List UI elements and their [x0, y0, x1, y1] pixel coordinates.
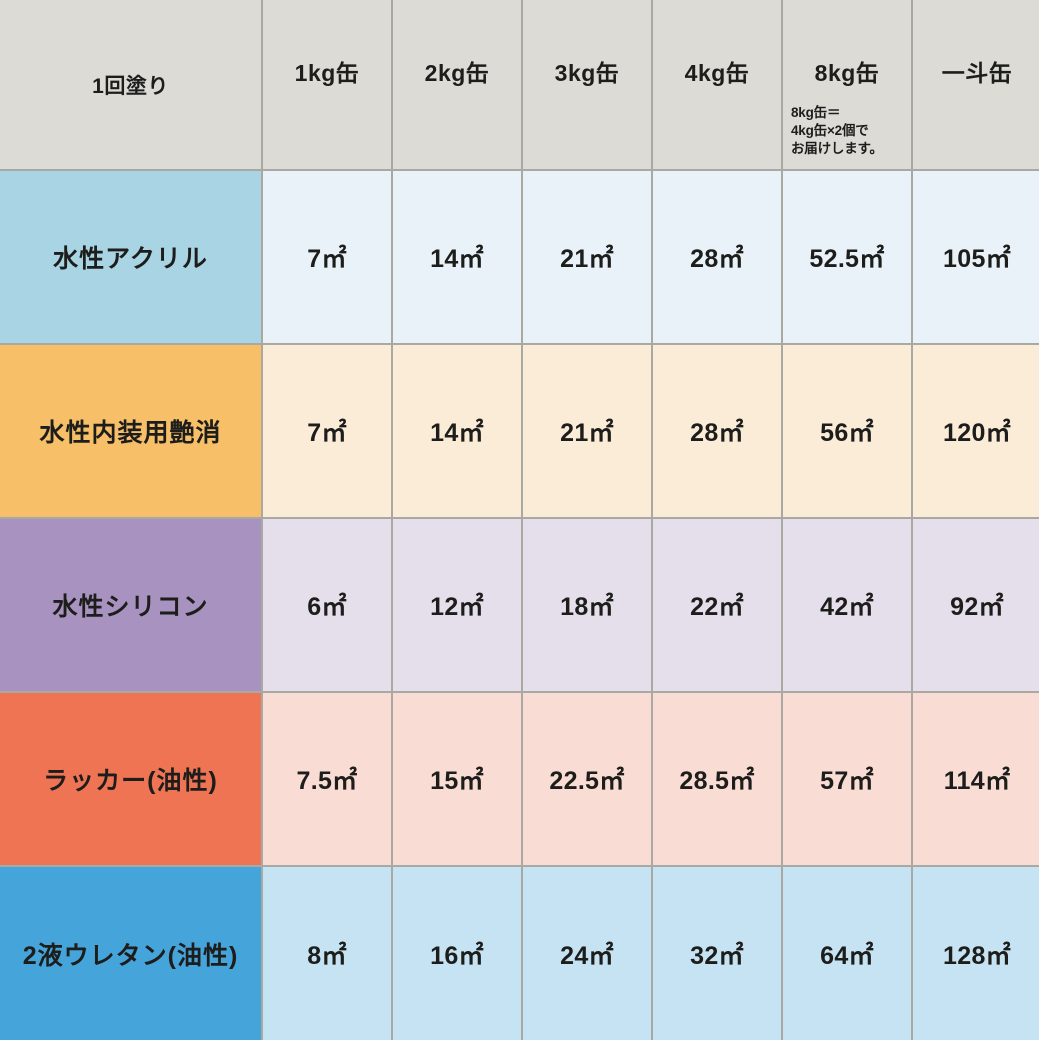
column-header-can-2kg-inner: 2kg缶 [393, 0, 521, 169]
column-header-label: 1回塗り [0, 0, 263, 171]
row-label-acrylic: 水性アクリル [0, 170, 263, 345]
cell-interior-matte-3kg: 21㎡ [522, 344, 653, 519]
column-header-can-8kg-text: 8kg缶 [814, 60, 880, 86]
table-body: 水性アクリル 7㎡ 14㎡ 21㎡ 28㎡ 52.5㎡ 105㎡ 水性内装用艶消… [0, 170, 1039, 1040]
cell-2k-urethane-4kg: 32㎡ [652, 866, 783, 1040]
cell-interior-matte-1kg: 7㎡ [262, 344, 393, 519]
table-row: 水性内装用艶消 7㎡ 14㎡ 21㎡ 28㎡ 56㎡ 120㎡ [0, 344, 1039, 519]
table-header: 1回塗り 1kg缶 2kg缶 3kg缶 4kg缶 [0, 0, 1039, 171]
cell-silicone-8kg: 42㎡ [782, 518, 913, 693]
cell-acrylic-2kg: 14㎡ [392, 170, 523, 345]
cell-silicone-4kg: 22㎡ [652, 518, 783, 693]
cell-2k-urethane-8kg: 64㎡ [782, 866, 913, 1040]
column-header-can-itto-inner: 一斗缶 [913, 0, 1039, 169]
cell-lacquer-3kg: 22.5㎡ [522, 692, 653, 867]
column-header-can-8kg: 8kg缶 8kg缶＝ 4kg缶×2個で お届けします。 [782, 0, 913, 171]
column-header-can-4kg-text: 4kg缶 [684, 60, 750, 86]
table-row: 水性シリコン 6㎡ 12㎡ 18㎡ 22㎡ 42㎡ 92㎡ [0, 518, 1039, 693]
column-header-label-text: 1回塗り [92, 74, 169, 98]
column-header-can-2kg-text: 2kg缶 [424, 60, 490, 86]
row-label-lacquer: ラッカー(油性) [0, 692, 263, 867]
column-header-can-8kg-inner: 8kg缶 8kg缶＝ 4kg缶×2個で お届けします。 [783, 0, 911, 169]
cell-interior-matte-8kg: 56㎡ [782, 344, 913, 519]
table-row: ラッカー(油性) 7.5㎡ 15㎡ 22.5㎡ 28.5㎡ 57㎡ 114㎡ [0, 692, 1039, 867]
cell-interior-matte-4kg: 28㎡ [652, 344, 783, 519]
cell-acrylic-3kg: 21㎡ [522, 170, 653, 345]
column-header-can-1kg: 1kg缶 [262, 0, 393, 171]
cell-2k-urethane-1kg: 8㎡ [262, 866, 393, 1040]
column-header-can-1kg-text: 1kg缶 [294, 60, 360, 86]
cell-silicone-3kg: 18㎡ [522, 518, 653, 693]
column-header-can-itto-text: 一斗缶 [941, 60, 1013, 86]
cell-lacquer-itto: 114㎡ [912, 692, 1039, 867]
cell-silicone-2kg: 12㎡ [392, 518, 523, 693]
cell-silicone-1kg: 6㎡ [262, 518, 393, 693]
row-label-2k-urethane: 2液ウレタン(油性) [0, 866, 263, 1040]
column-header-can-2kg: 2kg缶 [392, 0, 523, 171]
cell-lacquer-8kg: 57㎡ [782, 692, 913, 867]
column-header-can-itto: 一斗缶 [912, 0, 1039, 171]
cell-2k-urethane-2kg: 16㎡ [392, 866, 523, 1040]
column-header-can-8kg-note: 8kg缶＝ 4kg缶×2個で お届けします。 [791, 105, 883, 156]
column-header-can-3kg-inner: 3kg缶 [523, 0, 651, 169]
cell-interior-matte-itto: 120㎡ [912, 344, 1039, 519]
column-header-can-3kg: 3kg缶 [522, 0, 653, 171]
cell-lacquer-4kg: 28.5㎡ [652, 692, 783, 867]
cell-acrylic-1kg: 7㎡ [262, 170, 393, 345]
row-label-interior-matte: 水性内装用艶消 [0, 344, 263, 519]
table-row: 水性アクリル 7㎡ 14㎡ 21㎡ 28㎡ 52.5㎡ 105㎡ [0, 170, 1039, 345]
column-header-can-1kg-inner: 1kg缶 [263, 0, 391, 169]
column-header-can-3kg-text: 3kg缶 [554, 60, 620, 86]
cell-interior-matte-2kg: 14㎡ [392, 344, 523, 519]
cell-acrylic-4kg: 28㎡ [652, 170, 783, 345]
header-row: 1回塗り 1kg缶 2kg缶 3kg缶 4kg缶 [0, 0, 1039, 171]
cell-2k-urethane-itto: 128㎡ [912, 866, 1039, 1040]
row-label-silicone: 水性シリコン [0, 518, 263, 693]
cell-lacquer-2kg: 15㎡ [392, 692, 523, 867]
cell-acrylic-itto: 105㎡ [912, 170, 1039, 345]
cell-acrylic-8kg: 52.5㎡ [782, 170, 913, 345]
cell-2k-urethane-3kg: 24㎡ [522, 866, 653, 1040]
column-header-can-4kg: 4kg缶 [652, 0, 783, 171]
column-header-can-4kg-inner: 4kg缶 [653, 0, 781, 169]
cell-lacquer-1kg: 7.5㎡ [262, 692, 393, 867]
cell-silicone-itto: 92㎡ [912, 518, 1039, 693]
table-row: 2液ウレタン(油性) 8㎡ 16㎡ 24㎡ 32㎡ 64㎡ 128㎡ [0, 866, 1039, 1040]
